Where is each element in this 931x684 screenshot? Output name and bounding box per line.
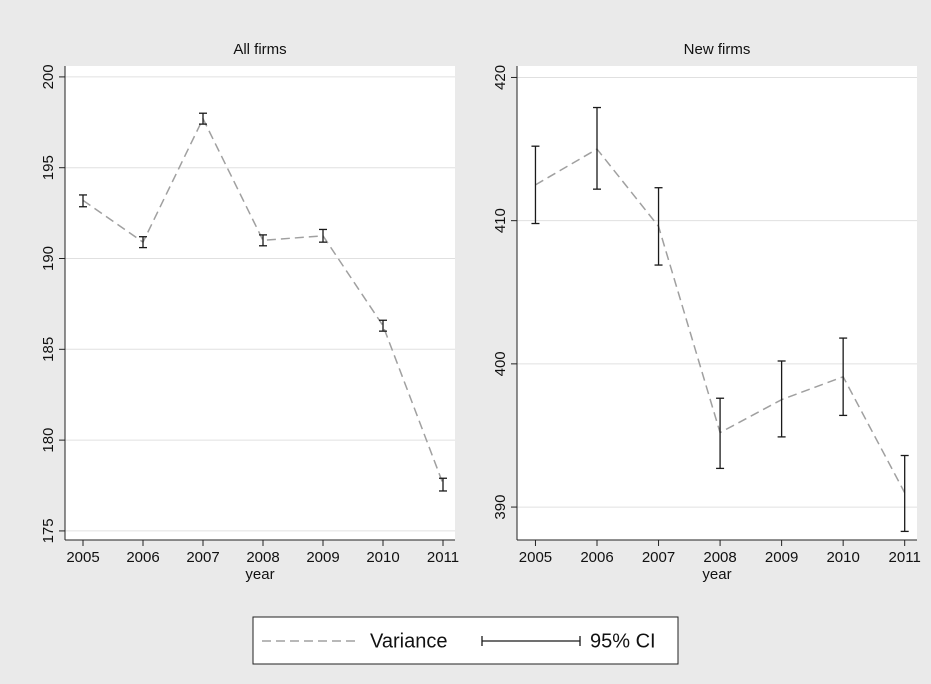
x-tick-label: 2008 [246, 549, 279, 566]
y-tick-label: 180 [40, 428, 57, 453]
ci-bar [79, 194, 87, 208]
x-tick-label: 2006 [580, 549, 613, 566]
ci-bar [319, 228, 327, 243]
y-tick-label: 410 [492, 208, 509, 233]
y-tick-label: 195 [40, 155, 57, 180]
x-tick-label: 2010 [826, 549, 859, 566]
x-tick-label: 2008 [703, 549, 736, 566]
x-axis-label: year [702, 566, 731, 583]
y-tick-label: 200 [40, 64, 57, 89]
x-tick-label: 2009 [306, 549, 339, 566]
y-tick-label: 400 [492, 351, 509, 376]
plot-area [517, 66, 917, 540]
ci-bar [593, 106, 601, 190]
y-tick-label: 420 [492, 65, 509, 90]
x-tick-label: 2011 [427, 549, 459, 566]
x-tick-label: 2007 [642, 549, 675, 566]
panel-title: All firms [233, 41, 286, 58]
x-tick-label: 2005 [66, 549, 99, 566]
ci-bar [139, 236, 147, 249]
ci-bar [777, 360, 786, 438]
y-tick-label: 190 [40, 246, 57, 271]
ci-bar [716, 397, 725, 470]
ci-bar [259, 234, 267, 247]
ci-bar [900, 454, 909, 533]
y-tick-label: 390 [492, 495, 509, 520]
x-tick-label: 2011 [889, 549, 921, 566]
ci-bar [439, 477, 447, 492]
legend-label: 95% CI [590, 630, 656, 652]
ci-bar [654, 187, 663, 266]
y-tick-label: 185 [40, 337, 57, 362]
x-tick-label: 2007 [186, 549, 219, 566]
plot-area [65, 66, 455, 540]
x-tick-label: 2005 [519, 549, 552, 566]
legend-label: Variance [370, 630, 447, 652]
ci-bar [531, 145, 540, 225]
y-tick-label: 175 [40, 518, 57, 543]
ci-bar [379, 319, 387, 332]
x-tick-label: 2006 [126, 549, 159, 566]
x-axis-label: year [245, 566, 274, 583]
x-tick-label: 2010 [366, 549, 399, 566]
x-tick-label: 2009 [765, 549, 798, 566]
panel-title: New firms [684, 41, 751, 58]
ci-bar [839, 337, 848, 417]
ci-bar [199, 112, 207, 125]
